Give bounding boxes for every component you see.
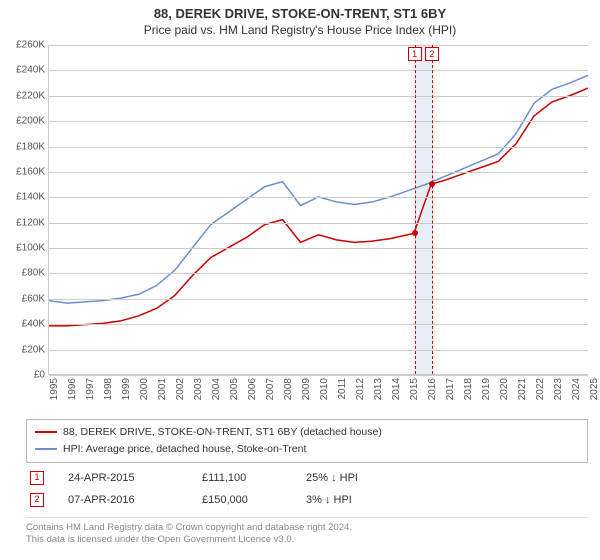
gridline xyxy=(49,147,588,148)
x-axis-label: 2006 xyxy=(247,378,258,400)
x-axis-label: 1996 xyxy=(67,378,78,400)
y-axis-label: £20K xyxy=(22,344,45,355)
x-axis-label: 2008 xyxy=(283,378,294,400)
x-axis-label: 2022 xyxy=(535,378,546,400)
sale-marker-badge: 1 xyxy=(408,47,422,61)
y-axis-label: £200K xyxy=(16,116,45,127)
x-axis-label: 2010 xyxy=(319,378,330,400)
x-axis-label: 2003 xyxy=(193,378,204,400)
y-axis-label: £100K xyxy=(16,243,45,254)
y-axis-label: £240K xyxy=(16,65,45,76)
footer-line2: This data is licensed under the Open Gov… xyxy=(26,534,588,547)
y-axis-label: £60K xyxy=(22,293,45,304)
chart: £0£20K£40K£60K£80K£100K£120K£140K£160K£1… xyxy=(48,45,588,375)
y-axis-label: £40K xyxy=(22,319,45,330)
gridline xyxy=(49,350,588,351)
x-axis-label: 2001 xyxy=(157,378,168,400)
chart-subtitle: Price paid vs. HM Land Registry's House … xyxy=(0,23,600,37)
gridline xyxy=(49,375,588,376)
footer-line1: Contains HM Land Registry data © Crown c… xyxy=(26,522,588,535)
sale-price-2: £150,000 xyxy=(202,494,282,506)
gridline xyxy=(49,223,588,224)
y-axis-label: £220K xyxy=(16,90,45,101)
x-axis-label: 2019 xyxy=(481,378,492,400)
sale-marker-line xyxy=(415,45,416,374)
sale-marker-dot xyxy=(429,181,435,187)
y-axis-label: £140K xyxy=(16,192,45,203)
gridline xyxy=(49,273,588,274)
legend-item-property: 88, DEREK DRIVE, STOKE-ON-TRENT, ST1 6BY… xyxy=(35,424,579,441)
y-axis-label: £120K xyxy=(16,217,45,228)
legend-label-property: 88, DEREK DRIVE, STOKE-ON-TRENT, ST1 6BY… xyxy=(63,424,382,441)
gridline xyxy=(49,70,588,71)
sale-delta-2: 3% ↓ HPI xyxy=(306,494,352,506)
legend-item-hpi: HPI: Average price, detached house, Stok… xyxy=(35,441,579,458)
sale-delta-1: 25% ↓ HPI xyxy=(306,472,358,484)
y-axis-label: £0 xyxy=(34,370,45,381)
x-axis-label: 1995 xyxy=(49,378,60,400)
sale-price-1: £111,100 xyxy=(202,472,282,484)
legend-label-hpi: HPI: Average price, detached house, Stok… xyxy=(63,441,306,458)
x-axis-label: 2007 xyxy=(265,378,276,400)
x-axis-label: 1998 xyxy=(103,378,114,400)
y-axis-label: £260K xyxy=(16,40,45,51)
series-property xyxy=(49,88,588,326)
x-axis-label: 2024 xyxy=(571,378,582,400)
x-axis-label: 2004 xyxy=(211,378,222,400)
sale-marker-dot xyxy=(412,230,418,236)
x-axis-label: 1997 xyxy=(85,378,96,400)
title-block: 88, DEREK DRIVE, STOKE-ON-TRENT, ST1 6BY… xyxy=(0,0,600,37)
x-axis-label: 2023 xyxy=(553,378,564,400)
sale-row-1: 1 24-APR-2015 £111,100 25% ↓ HPI xyxy=(26,471,588,485)
y-axis-label: £80K xyxy=(22,268,45,279)
x-axis-label: 2014 xyxy=(391,378,402,400)
gridline xyxy=(49,172,588,173)
sale-date-2: 07-APR-2016 xyxy=(68,494,178,506)
series-hpi xyxy=(49,75,588,303)
gridline xyxy=(49,324,588,325)
sale-badge-2: 2 xyxy=(30,493,44,507)
x-axis-label: 2000 xyxy=(139,378,150,400)
sale-date-1: 24-APR-2015 xyxy=(68,472,178,484)
legend-swatch-property xyxy=(35,431,57,433)
info-area: 88, DEREK DRIVE, STOKE-ON-TRENT, ST1 6BY… xyxy=(26,419,588,507)
sale-marker-line xyxy=(432,45,433,374)
x-axis-label: 2025 xyxy=(589,378,600,400)
sale-row-2: 2 07-APR-2016 £150,000 3% ↓ HPI xyxy=(26,493,588,507)
legend: 88, DEREK DRIVE, STOKE-ON-TRENT, ST1 6BY… xyxy=(26,419,588,463)
x-axis-label: 2017 xyxy=(445,378,456,400)
gridline xyxy=(49,121,588,122)
x-axis-label: 2012 xyxy=(355,378,366,400)
chart-title: 88, DEREK DRIVE, STOKE-ON-TRENT, ST1 6BY xyxy=(0,6,600,21)
x-axis-label: 2009 xyxy=(301,378,312,400)
sale-marker-badge: 2 xyxy=(425,47,439,61)
y-axis-label: £160K xyxy=(16,166,45,177)
x-axis-label: 2013 xyxy=(373,378,384,400)
footer: Contains HM Land Registry data © Crown c… xyxy=(26,517,588,548)
gridline xyxy=(49,45,588,46)
gridline xyxy=(49,299,588,300)
y-axis-label: £180K xyxy=(16,141,45,152)
x-axis-label: 1999 xyxy=(121,378,132,400)
gridline xyxy=(49,248,588,249)
sale-badge-1: 1 xyxy=(30,471,44,485)
gridline xyxy=(49,197,588,198)
plot-area: £0£20K£40K£60K£80K£100K£120K£140K£160K£1… xyxy=(48,45,588,375)
x-axis-label: 2018 xyxy=(463,378,474,400)
x-axis-label: 2016 xyxy=(427,378,438,400)
x-axis-label: 2011 xyxy=(337,378,348,400)
gridline xyxy=(49,96,588,97)
legend-swatch-hpi xyxy=(35,448,57,450)
x-axis-label: 2005 xyxy=(229,378,240,400)
x-axis-label: 2002 xyxy=(175,378,186,400)
x-axis-label: 2020 xyxy=(499,378,510,400)
x-axis-label: 2021 xyxy=(517,378,528,400)
x-axis-label: 2015 xyxy=(409,378,420,400)
